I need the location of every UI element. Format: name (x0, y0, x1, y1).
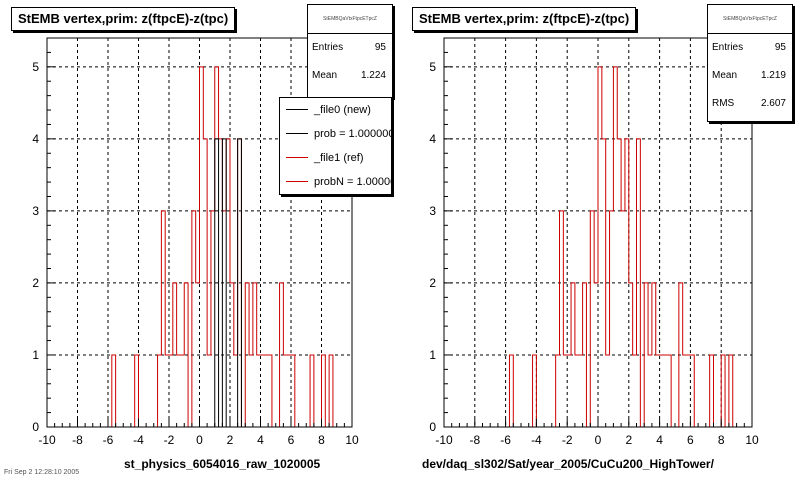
x-tick-label: -6 (500, 433, 511, 447)
plot-left-histogram: -10 -8 -6 -4 -2 0 2 4 6 8 10 0 1 2 3 4 5 (32, 37, 359, 447)
stats-mean-value: 1.219 (760, 70, 786, 81)
stats-rms-label: RMS (712, 98, 735, 109)
stats-entries-value: 95 (774, 42, 786, 53)
legend-label: _file1 (ref) (314, 152, 364, 164)
x-tick-label: -6 (103, 433, 114, 447)
stats-rms-value: 2.607 (760, 98, 786, 109)
y-tick-label: 2 (32, 276, 39, 290)
stats-name: StEMBQaVtxFtpcETpcZ (708, 5, 792, 34)
y-tick-label: 3 (32, 204, 39, 218)
x-tick-label: 0 (196, 433, 203, 447)
x-tick-label: -4 (133, 433, 144, 447)
x-tick-label: 10 (345, 433, 359, 447)
stats-mean-value: 1.224 (360, 70, 386, 81)
stats-entries-value: 95 (374, 42, 386, 53)
x-tick-label: 4 (656, 433, 663, 447)
x-tick-label: 8 (718, 433, 725, 447)
x-tick-label: 6 (288, 433, 295, 447)
x-tick-label: -2 (562, 433, 573, 447)
x-tick-label: -10 (435, 433, 453, 447)
x-tick-label: -8 (469, 433, 480, 447)
stats-mean-label: Mean (312, 70, 338, 81)
right-x-caption: dev/daq_sl302/Sat/year_2005/CuCu200_High… (422, 457, 714, 471)
y-tick-label: 1 (32, 348, 39, 362)
x-tick-label: 2 (227, 433, 234, 447)
left-plot-title: StEMB vertex,prim: z(ftpcE)-z(tpc) (11, 7, 236, 31)
legend-label: probN = 1.000000 (314, 176, 391, 188)
stats-entries-label: Entries (312, 42, 344, 53)
footer-stamp: Fri Sep 2 12:28:10 2005 (4, 469, 80, 476)
y-tick-label: 2 (429, 276, 436, 290)
y-tick-label: 4 (429, 132, 436, 146)
legend-label: _file0 (new) (314, 104, 371, 116)
x-tick-label: -10 (38, 433, 56, 447)
x-tick-label: 6 (687, 433, 694, 447)
right-plot-title: StEMB vertex,prim: z(ftpcE)-z(tpc) (412, 7, 637, 31)
histogram-series (444, 66, 752, 428)
y-tick-label: 4 (32, 132, 39, 146)
stats-mean-label: Mean (712, 70, 738, 81)
x-tick-label: 2 (625, 433, 632, 447)
right-stats-box: StEMBQaVtxFtpcETpcZ Entries 95 Mean 1.219 … (707, 4, 793, 122)
legend-swatch (286, 109, 308, 110)
stats-entries-label: Entries (712, 42, 744, 53)
legend-entry: probN = 1.000000 (280, 170, 391, 194)
stats-name: StEMBQaVtxFtpcETpcZ (308, 5, 392, 34)
legend-label: prob = 1.000000 (314, 128, 392, 140)
x-tick-label: 0 (595, 433, 602, 447)
legend-swatch (286, 181, 308, 182)
y-tick-label: 5 (32, 60, 39, 74)
y-tick-label: 0 (429, 420, 436, 434)
legend-entry: prob = 1.000000 (280, 122, 391, 146)
y-tick-label: 3 (429, 204, 436, 218)
left-stats-box: StEMBQaVtxFtpcETpcZ Entries 95 Mean 1.224 (307, 4, 393, 98)
y-tick-label: 0 (32, 420, 39, 434)
legend-entry: _file1 (ref) (280, 146, 391, 170)
legend-swatch (286, 157, 308, 158)
x-tick-label: 8 (318, 433, 325, 447)
x-tick-label: 10 (745, 433, 759, 447)
legend-swatch (286, 133, 308, 134)
x-tick-label: -2 (164, 433, 175, 447)
left-legend: _file0 (new) prob = 1.000000 _file1 (ref… (279, 97, 392, 195)
x-tick-label: -8 (72, 433, 83, 447)
y-tick-label: 1 (429, 348, 436, 362)
y-tick-label: 5 (429, 60, 436, 74)
x-tick-label: -4 (531, 433, 542, 447)
plot-right-histogram: -10 -8 -6 -4 -2 0 2 4 6 8 10 0 1 2 3 4 5 (429, 37, 759, 447)
x-tick-label: 4 (257, 433, 264, 447)
legend-entry: _file0 (new) (280, 98, 391, 122)
left-x-caption: st_physics_6054016_raw_1020005 (124, 457, 321, 471)
